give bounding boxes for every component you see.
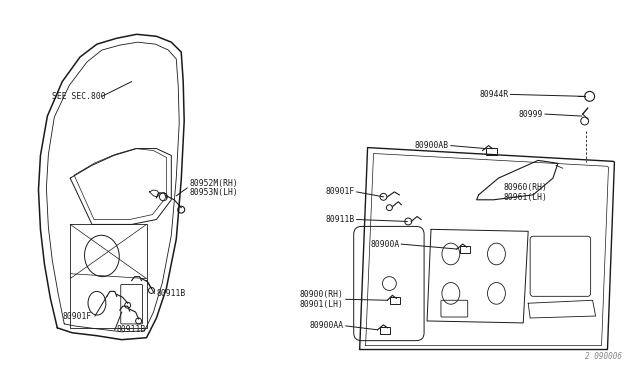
Text: 80900A: 80900A <box>370 240 399 248</box>
Text: 80952M(RH): 80952M(RH) <box>189 179 238 187</box>
Text: 80911B: 80911B <box>156 289 186 298</box>
Text: 80901(LH): 80901(LH) <box>300 300 344 309</box>
Text: 80911B: 80911B <box>116 326 146 334</box>
Text: 80911B: 80911B <box>326 215 355 224</box>
Text: 80953N(LH): 80953N(LH) <box>189 188 238 198</box>
Text: 80900(RH): 80900(RH) <box>300 290 344 299</box>
Text: 2 090006: 2 090006 <box>586 352 622 361</box>
Text: 80900AA: 80900AA <box>310 321 344 330</box>
Text: 80901F: 80901F <box>62 311 92 321</box>
Text: 80901F: 80901F <box>326 187 355 196</box>
Text: 80900AB: 80900AB <box>415 141 449 150</box>
Text: 80960(RH): 80960(RH) <box>504 183 547 192</box>
Text: 80999: 80999 <box>518 110 543 119</box>
Text: SEE SEC.800: SEE SEC.800 <box>52 92 106 101</box>
Text: 80961(LH): 80961(LH) <box>504 193 547 202</box>
Text: 80944R: 80944R <box>479 90 508 99</box>
